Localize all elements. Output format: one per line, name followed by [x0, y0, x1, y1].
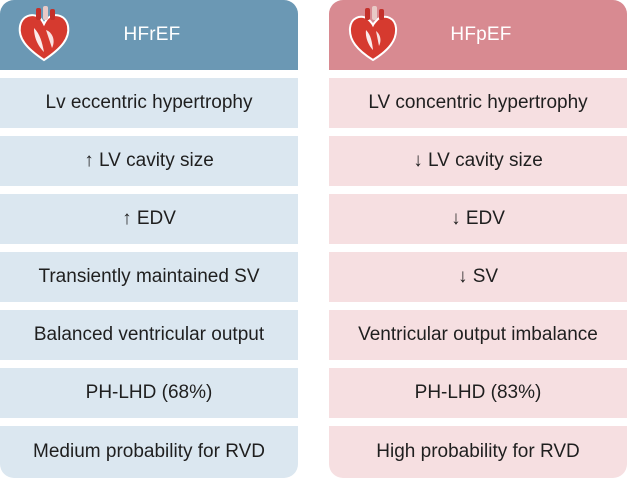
- hfref-row-4: Transiently maintained SV: [0, 252, 298, 302]
- hfpef-row-5: Ventricular output imbalance: [329, 310, 627, 360]
- hfref-column: HFrEF Lv eccentric hypertrophy ↑ LV cavi…: [0, 0, 298, 478]
- hfref-row-2: ↑ LV cavity size: [0, 136, 298, 186]
- hfref-title: HFrEF: [123, 24, 181, 45]
- hfref-row-7: Medium probability for RVD: [0, 426, 298, 478]
- heart-icon: [348, 6, 398, 62]
- hfref-row-1: Lv eccentric hypertrophy: [0, 78, 298, 128]
- hfpef-row-3: ↓ EDV: [329, 194, 627, 244]
- heart-icon: [18, 6, 70, 62]
- hfpef-title: HFpEF: [450, 24, 512, 45]
- hfref-header: HFrEF: [0, 0, 298, 70]
- hfpef-column: HFpEF LV concentric hypertrophy ↓ LV cav…: [329, 0, 627, 478]
- hfref-row-3: ↑ EDV: [0, 194, 298, 244]
- hfpef-row-2: ↓ LV cavity size: [329, 136, 627, 186]
- hfpef-row-1: LV concentric hypertrophy: [329, 78, 627, 128]
- hfpef-row-4: ↓ SV: [329, 252, 627, 302]
- hfpef-row-7: High probability for RVD: [329, 426, 627, 478]
- hfref-row-6: PH-LHD (68%): [0, 368, 298, 418]
- hfref-row-5: Balanced ventricular output: [0, 310, 298, 360]
- hfpef-row-6: PH-LHD (83%): [329, 368, 627, 418]
- hfpef-header: HFpEF: [329, 0, 627, 70]
